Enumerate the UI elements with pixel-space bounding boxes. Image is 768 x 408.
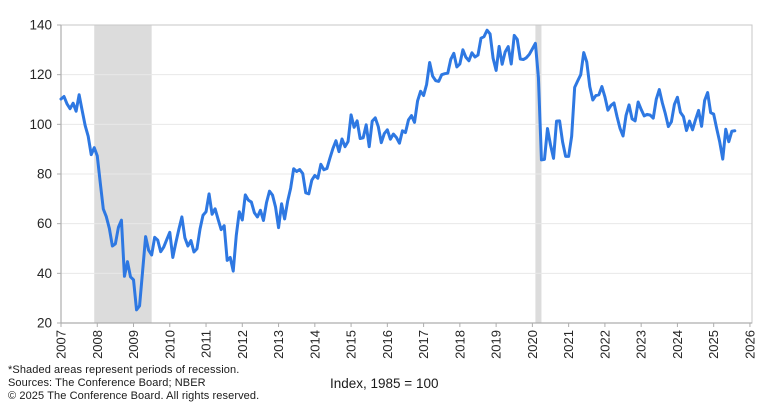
y-axis-label: 60	[37, 216, 52, 231]
x-axis-label: 2013	[271, 330, 286, 359]
confidence-line	[59, 28, 737, 312]
y-axis-label: 40	[37, 266, 52, 281]
x-axis-label: 2019	[489, 330, 504, 359]
x-axis-label: 2016	[380, 330, 395, 359]
y-axis-label: 100	[29, 117, 52, 132]
x-axis-label: 2022	[597, 330, 612, 359]
x-axis-label: 2011	[199, 330, 214, 358]
x-axis-label: 2009	[126, 330, 141, 359]
y-axis-label: 80	[37, 167, 52, 182]
x-axis-labels: 2007 2008 2009 2010 2011 2012 2013 2014 2015 2016…	[54, 330, 758, 359]
x-axis-label: 2023	[634, 330, 649, 359]
tick-marks	[57, 24, 751, 327]
x-axis-label: 2007	[54, 330, 69, 359]
x-axis-label: 2025	[706, 330, 721, 359]
y-axis-label: 140	[29, 18, 52, 33]
chart-footnotes: *Shaded areas represent periods of reces…	[8, 364, 259, 403]
x-axis-label: 2017	[416, 330, 431, 359]
footnote-copyright: © 2025 The Conference Board. All rights …	[8, 390, 260, 402]
x-axis-label: 2008	[90, 330, 105, 359]
x-axis-label: 2020	[525, 330, 540, 359]
y-axis-label: 120	[29, 67, 52, 82]
x-axis-label: 2024	[670, 330, 685, 359]
y-axis-label: 20	[37, 316, 52, 331]
x-axis-label: 2010	[162, 330, 177, 359]
gridlines	[61, 74, 752, 274]
unit-label: Index, 1985 = 100	[330, 376, 439, 391]
x-axis-label: 2021	[561, 330, 576, 359]
footnote-sources: Sources: The Conference Board; NBER	[8, 377, 206, 389]
x-axis-label: 2026	[742, 330, 757, 359]
x-axis-label: 2018	[452, 330, 467, 359]
footnote-recession: *Shaded areas represent periods of reces…	[8, 364, 240, 376]
x-axis-label: 2014	[307, 330, 322, 359]
consumer-confidence-chart: 20 40 60 80 100 120 140 2007 2008 2009 2010 2011 201…	[29, 18, 758, 359]
x-axis-label: 2015	[344, 330, 359, 359]
x-axis-label: 2012	[235, 330, 250, 359]
y-axis-labels: 20 40 60 80 100 120 140	[29, 18, 52, 331]
